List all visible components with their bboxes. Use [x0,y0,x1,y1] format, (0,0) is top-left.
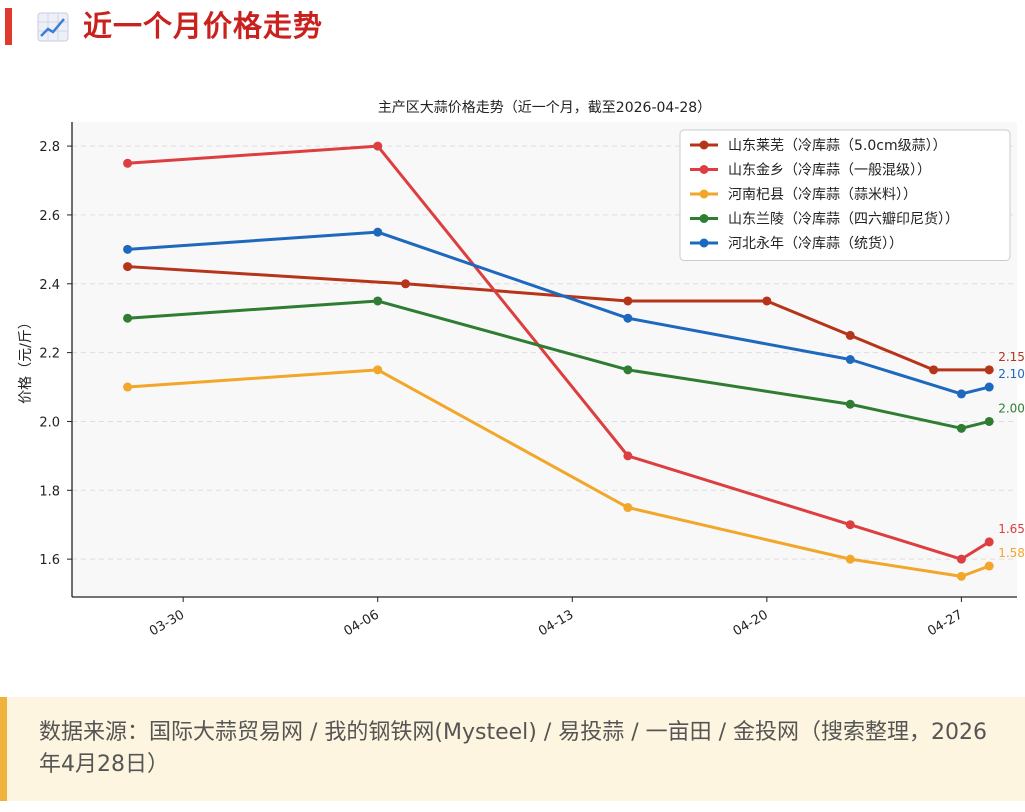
y-tick-label: 1.6 [39,553,60,568]
legend-label: 山东兰陵（冷库蒜（四六瓣印尼货）） [728,211,959,228]
legend-swatch-marker [699,214,709,223]
data-point [956,389,966,399]
chart-line-icon [37,12,69,42]
data-point [762,296,772,306]
y-tick-label: 2.6 [39,209,60,224]
source-text: 数据来源：国际大蒜贸易网 / 我的钢铁网(Mysteel) / 易投蒜 / 一亩… [39,720,988,777]
legend-box [679,129,1011,261]
data-point [373,141,383,151]
data-point [845,399,855,409]
data-point [929,365,939,375]
data-point [845,520,855,530]
data-point [984,365,994,375]
data-point [373,227,383,237]
data-point [845,330,855,340]
section-title: 近一个月价格走势 [83,9,324,43]
data-point [845,355,855,364]
data-point [623,365,633,375]
data-point [956,571,966,581]
x-tick-label: 03-30 [147,607,187,639]
legend-label: 山东金乡（冷库蒜（一般混级）） [728,163,931,179]
y-axis-label: 价格（元/斤） [18,315,34,404]
series-line [127,144,990,561]
series-line [127,299,990,430]
data-point [984,537,994,547]
section-header: 近一个月价格走势 [0,0,1025,52]
data-point [401,279,411,289]
data-point [845,554,855,564]
x-tick-label: 04-27 [925,607,965,639]
end-value-label: 2.15 [998,350,1025,364]
data-point [373,365,383,375]
chart-title: 主产区大蒜价格走势（近一个月，截至2026-04-28） [378,100,711,116]
legend-label: 山东莱芜（冷库蒜（5.0cm级蒜）） [728,137,947,154]
x-tick-label: 04-20 [731,607,771,639]
end-value-label: 2.00 [998,401,1025,415]
y-tick-label: 2.8 [39,140,60,155]
legend-swatch-marker [699,238,709,248]
data-point [123,313,133,323]
y-tick-label: 1.8 [39,484,60,499]
data-point [373,296,383,306]
price-trend-chart: 1.6 1.8 2.0 2.2 2.4 2.6 2.8 03-30 04-06 04-13 04-2… [18,100,1025,639]
data-point [984,416,994,426]
data-point [623,451,633,461]
data-point [623,313,633,323]
x-tick-label: 04-06 [342,607,382,639]
legend-label: 河南杞县（冷库蒜（蒜米料）） [728,187,917,203]
data-point [956,423,966,433]
data-point [623,296,633,306]
accent-bar [5,8,12,45]
data-point [623,503,633,513]
data-point [123,382,133,392]
legend-swatch-marker [699,165,709,174]
end-value-label: 1.58 [998,546,1025,560]
series-line [127,230,990,396]
data-point [123,244,133,254]
end-value-label: 2.10 [998,367,1025,381]
y-tick-label: 2.2 [39,347,60,362]
series-line [127,368,990,578]
legend-label: 河北永年（冷库蒜（统货）） [728,235,903,252]
source-note: 数据来源：国际大蒜贸易网 / 我的钢铁网(Mysteel) / 易投蒜 / 一亩… [0,697,1025,801]
data-point [956,554,966,564]
data-point [123,158,133,168]
legend-swatch-marker [699,140,709,150]
data-point [123,262,133,272]
y-tick-label: 2.0 [39,415,60,430]
data-point [984,382,994,392]
data-point [984,561,994,571]
end-value-label: 1.65 [998,522,1025,536]
y-tick-label: 2.4 [39,278,60,293]
x-tick-label: 04-13 [536,607,576,639]
legend-swatch-marker [699,189,709,199]
